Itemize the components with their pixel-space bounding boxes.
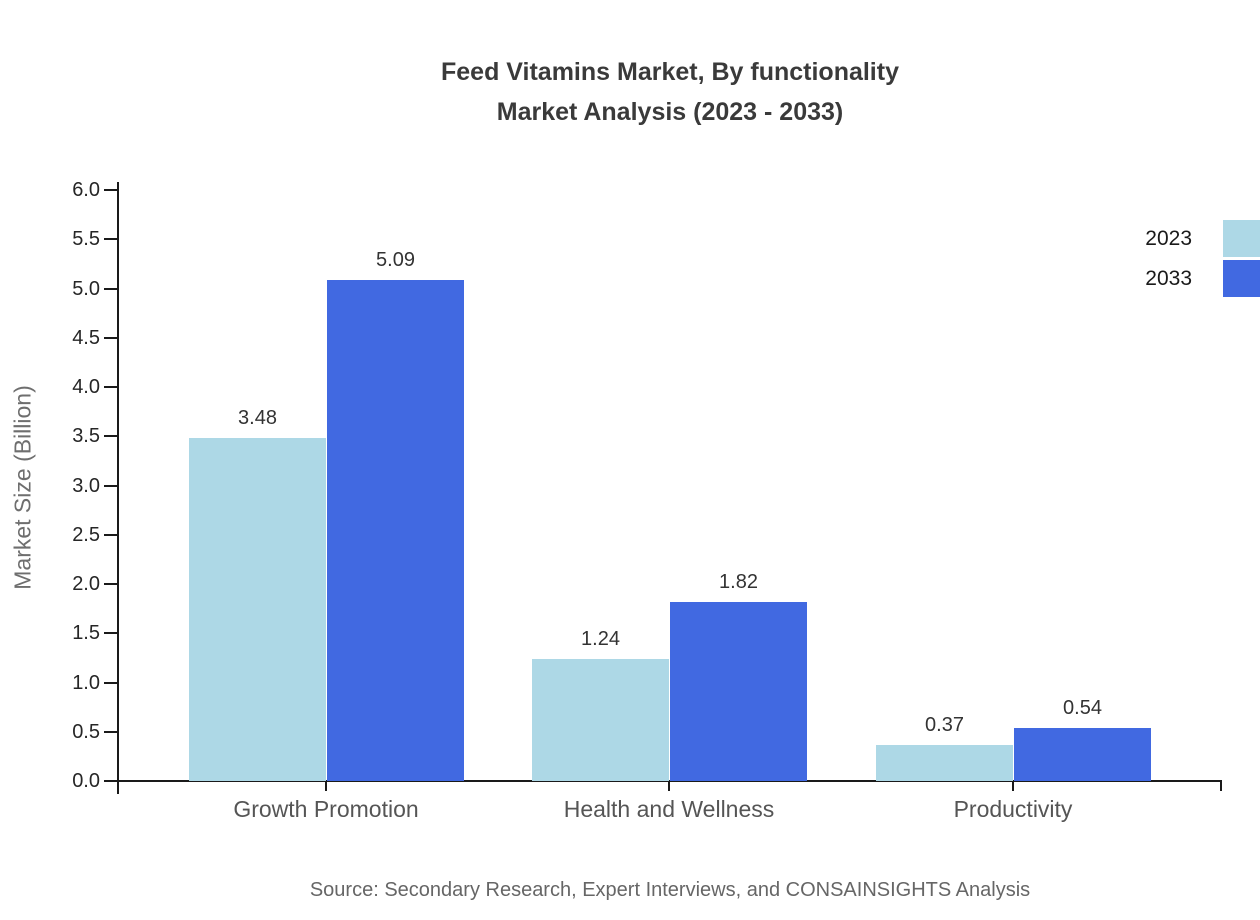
y-axis-title: Market Size (Billion) — [9, 385, 36, 590]
bar-2023-health-and-wellness — [532, 658, 669, 781]
bar-value-label: 1.24 — [581, 627, 620, 650]
y-tick-label: 0.5 — [72, 720, 100, 743]
y-tick-label: 5.0 — [72, 277, 100, 300]
x-category-label: Health and Wellness — [563, 796, 775, 822]
bar-value-label: 0.54 — [1063, 696, 1102, 719]
x-category-label: Growth Promotion — [233, 796, 419, 822]
x-axis-spine — [104, 780, 1222, 782]
y-tick-mark — [104, 287, 118, 290]
legend-swatch-2033 — [1223, 259, 1260, 297]
y-axis-spine — [117, 182, 119, 794]
chart-title-line-2: Market Analysis (2023 - 2033) — [496, 98, 844, 126]
y-tick-label: 5.5 — [72, 228, 100, 251]
x-category-label: Productivity — [953, 796, 1073, 822]
legend-label-2033: 2033 — [1145, 266, 1192, 290]
x-tick-mark — [668, 781, 670, 791]
source-note: Source: Secondary Research, Expert Inter… — [309, 879, 1031, 901]
y-tick-mark — [104, 533, 118, 536]
y-tick-label: 4.5 — [72, 326, 100, 349]
y-tick-mark — [104, 238, 118, 241]
y-tick-mark — [104, 336, 118, 339]
x-axis-end-cap — [1220, 780, 1222, 791]
x-tick-mark — [325, 781, 327, 791]
y-tick-label: 2.0 — [72, 573, 100, 595]
y-tick-mark — [104, 632, 118, 635]
y-tick-label: 1.5 — [72, 622, 100, 645]
y-tick-label: 3.5 — [72, 425, 100, 448]
y-tick-label: 3.0 — [72, 474, 100, 497]
chart-title-line-1: Feed Vitamins Market, By functionality — [441, 58, 899, 86]
bar-2033-health-and-wellness — [670, 601, 807, 781]
y-tick-mark — [104, 386, 118, 388]
y-tick-label: 2.5 — [72, 523, 100, 546]
y-tick-mark — [104, 780, 118, 782]
bar-value-label: 3.48 — [238, 407, 277, 430]
bar-value-label: 0.37 — [925, 713, 964, 736]
y-tick-mark — [104, 681, 118, 684]
y-tick-mark — [104, 435, 118, 438]
legend-label-2023: 2023 — [1145, 227, 1192, 250]
y-tick-label: 4.0 — [72, 376, 100, 398]
y-tick-label: 1.0 — [72, 671, 100, 694]
y-tick-mark — [104, 583, 118, 585]
bar-value-label: 5.09 — [376, 248, 415, 271]
y-tick-mark — [104, 730, 118, 733]
bar-2023-productivity — [876, 744, 1013, 781]
legend-swatch-2023 — [1223, 220, 1260, 257]
chart-title: Feed Vitamins Market, By functionality M… — [118, 52, 1222, 132]
bar-2033-growth-promotion — [327, 279, 464, 781]
y-tick-mark — [104, 484, 118, 487]
y-tick-mark — [104, 189, 118, 191]
bar-value-label: 1.82 — [719, 570, 758, 593]
bar-2033-productivity — [1014, 727, 1151, 781]
bar-2023-growth-promotion — [189, 438, 326, 781]
x-tick-mark — [1012, 781, 1014, 791]
y-tick-label: 6.0 — [72, 179, 100, 201]
y-tick-label: 0.0 — [72, 770, 100, 792]
